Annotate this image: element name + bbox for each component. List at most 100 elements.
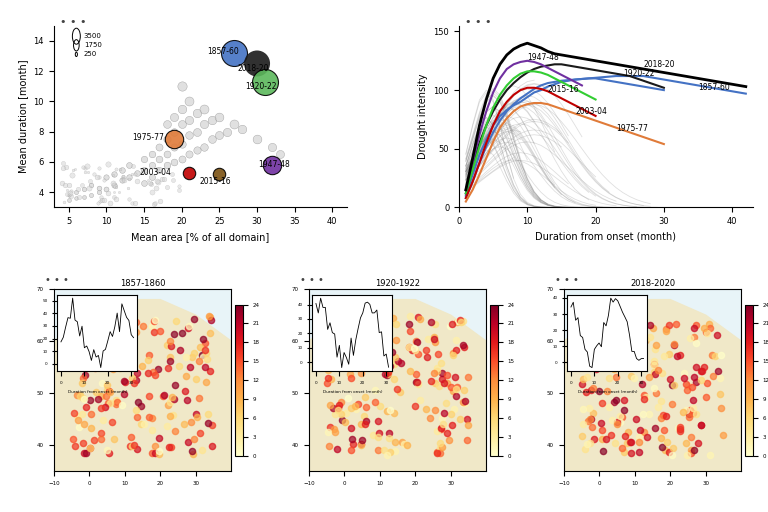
Point bbox=[147, 317, 160, 325]
Point bbox=[658, 425, 670, 434]
Point bbox=[77, 163, 89, 171]
Point bbox=[390, 320, 402, 328]
Point bbox=[198, 105, 210, 113]
Point bbox=[266, 161, 278, 169]
Point bbox=[332, 404, 344, 412]
Point bbox=[88, 362, 101, 370]
Point bbox=[648, 368, 660, 376]
Point bbox=[627, 335, 639, 344]
Point bbox=[588, 435, 600, 443]
Point bbox=[206, 115, 218, 123]
Point bbox=[687, 404, 700, 413]
Point bbox=[110, 400, 122, 409]
Point bbox=[61, 190, 73, 198]
Point bbox=[700, 393, 713, 401]
Point bbox=[694, 367, 707, 375]
Point bbox=[435, 443, 448, 451]
Point bbox=[580, 388, 592, 396]
Point bbox=[78, 374, 90, 382]
Point bbox=[145, 180, 157, 188]
Point bbox=[128, 378, 141, 387]
Point bbox=[658, 352, 670, 360]
Point bbox=[168, 143, 180, 151]
Point bbox=[168, 135, 180, 143]
Point bbox=[657, 411, 670, 419]
Point bbox=[132, 398, 144, 407]
Point bbox=[152, 178, 164, 186]
Point bbox=[329, 316, 341, 324]
Title: 1920-1922: 1920-1922 bbox=[375, 280, 420, 288]
Point bbox=[251, 59, 263, 68]
Point bbox=[84, 336, 97, 344]
Point bbox=[114, 364, 126, 372]
Point bbox=[435, 369, 448, 377]
Point bbox=[115, 165, 127, 174]
Point bbox=[462, 373, 475, 381]
Point bbox=[93, 184, 105, 192]
Point bbox=[659, 446, 671, 454]
Point bbox=[153, 155, 165, 163]
Point bbox=[636, 354, 648, 362]
Point bbox=[108, 181, 120, 189]
Point bbox=[90, 388, 102, 396]
Point bbox=[123, 175, 135, 183]
Point bbox=[118, 176, 130, 184]
Point bbox=[654, 397, 667, 406]
Point bbox=[322, 374, 334, 382]
Point bbox=[341, 337, 353, 346]
Point bbox=[127, 326, 140, 334]
Point bbox=[110, 165, 122, 174]
Point bbox=[457, 398, 469, 407]
Point bbox=[670, 320, 682, 328]
Point bbox=[389, 447, 402, 456]
Point bbox=[78, 419, 91, 428]
Point bbox=[603, 402, 615, 411]
Point bbox=[236, 124, 248, 133]
Point bbox=[167, 176, 179, 184]
Point bbox=[161, 135, 173, 143]
Point bbox=[157, 392, 169, 400]
Point bbox=[706, 351, 718, 359]
Point bbox=[327, 403, 339, 412]
Point bbox=[194, 429, 207, 437]
Point bbox=[411, 377, 423, 386]
Text: 2003-04: 2003-04 bbox=[575, 106, 607, 116]
Point bbox=[66, 171, 78, 179]
Point bbox=[142, 176, 154, 184]
Point bbox=[66, 165, 78, 174]
Point bbox=[76, 378, 88, 387]
Point bbox=[644, 321, 656, 329]
Point bbox=[369, 386, 382, 394]
Point bbox=[137, 322, 149, 330]
Point bbox=[146, 188, 158, 196]
X-axis label: Duration from onset (month): Duration from onset (month) bbox=[535, 232, 677, 242]
Point bbox=[606, 416, 618, 424]
Point bbox=[118, 390, 130, 398]
Point bbox=[420, 405, 432, 413]
Point bbox=[431, 426, 443, 435]
Point bbox=[369, 347, 381, 355]
Point bbox=[126, 442, 138, 450]
Point bbox=[58, 198, 71, 206]
Point bbox=[681, 451, 694, 459]
Point bbox=[120, 340, 132, 349]
Point bbox=[91, 395, 104, 403]
Point bbox=[162, 364, 174, 372]
Point bbox=[206, 135, 218, 143]
Point bbox=[324, 423, 336, 431]
Point bbox=[600, 435, 612, 443]
Point bbox=[614, 412, 627, 420]
Point bbox=[80, 449, 92, 457]
Point bbox=[624, 449, 637, 457]
Point bbox=[381, 451, 393, 459]
Point bbox=[146, 414, 158, 422]
Point bbox=[168, 158, 180, 166]
Point bbox=[690, 410, 702, 418]
Text: • • •: • • • bbox=[45, 274, 69, 285]
Point bbox=[73, 423, 85, 432]
Point bbox=[168, 127, 180, 136]
Point bbox=[648, 360, 660, 368]
Point bbox=[406, 347, 419, 355]
Point bbox=[435, 424, 447, 432]
Point bbox=[79, 168, 91, 176]
